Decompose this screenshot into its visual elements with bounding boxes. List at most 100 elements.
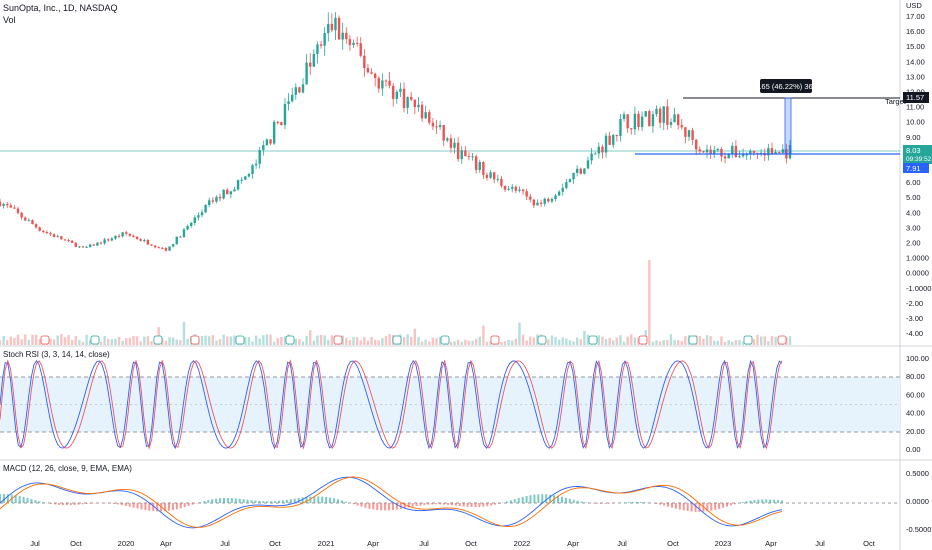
earnings-marker[interactable] bbox=[743, 335, 753, 345]
volume-bar bbox=[330, 335, 334, 345]
volume-bar bbox=[327, 339, 330, 345]
earnings-marker[interactable] bbox=[638, 335, 648, 345]
macd-histogram-bar bbox=[333, 498, 336, 503]
volume-bar bbox=[482, 325, 485, 345]
macd-histogram-bar bbox=[682, 503, 685, 511]
price-tick-label: 2.00 bbox=[906, 239, 921, 248]
volume-bar bbox=[536, 334, 539, 345]
candle-body bbox=[417, 104, 420, 108]
candle-body bbox=[316, 44, 319, 54]
macd-histogram-bar bbox=[61, 503, 64, 506]
volume-bar bbox=[81, 341, 85, 345]
candle-body bbox=[269, 139, 272, 144]
stop-price-tag: 7.91 bbox=[903, 163, 929, 173]
volume-bar bbox=[67, 334, 70, 345]
macd-histogram-bar bbox=[505, 501, 508, 503]
candle-body bbox=[507, 188, 510, 190]
price-tick-label: 13.00 bbox=[906, 72, 925, 81]
macd-histogram-bar bbox=[270, 501, 273, 503]
symbol-title[interactable]: SunOpta, Inc., 1D, NASDAQ bbox=[3, 3, 118, 13]
earnings-marker[interactable] bbox=[490, 335, 500, 345]
macd-histogram-bar bbox=[446, 503, 449, 505]
volume-bar bbox=[251, 341, 254, 345]
volume-bar bbox=[9, 336, 13, 345]
time-axis-labels: Jul Oct 2020 Apr Jul Oct 2021 Apr Jul Oct 2022 Apr J… bbox=[30, 539, 876, 548]
earnings-marker[interactable] bbox=[392, 335, 402, 345]
volume-bar bbox=[583, 330, 586, 345]
macd-histogram-bar bbox=[313, 496, 316, 503]
earnings-marker[interactable] bbox=[777, 335, 787, 345]
candle-body bbox=[770, 148, 774, 154]
earnings-marker[interactable] bbox=[90, 335, 100, 345]
svg-text:11.57: 11.57 bbox=[906, 93, 924, 102]
volume-bar bbox=[720, 336, 723, 345]
macd-histogram-bar bbox=[678, 503, 681, 510]
candle-body bbox=[370, 72, 373, 74]
time-tick-label: Jul bbox=[220, 539, 230, 548]
earnings-marker[interactable] bbox=[333, 335, 343, 345]
macd-histogram-bar bbox=[395, 503, 398, 510]
macd-histogram-bar bbox=[42, 502, 45, 503]
macd-histogram-bar bbox=[537, 494, 540, 503]
earnings-marker[interactable] bbox=[235, 335, 245, 345]
macd-label[interactable]: MACD (12, 26, close, 9, EMA, EMA) bbox=[3, 464, 132, 473]
earnings-marker[interactable] bbox=[40, 335, 50, 345]
target-price-tag: 11.57 bbox=[903, 92, 929, 103]
macd-histogram-bar bbox=[219, 498, 222, 503]
volume-bar bbox=[615, 337, 619, 345]
volume-bar bbox=[626, 336, 629, 345]
volume-bar bbox=[262, 335, 265, 345]
earnings-marker[interactable] bbox=[588, 335, 598, 345]
candle-body bbox=[514, 186, 518, 191]
candle-body bbox=[189, 222, 193, 226]
volume-bar bbox=[103, 335, 106, 345]
candle-body bbox=[135, 236, 139, 240]
earnings-marker[interactable] bbox=[190, 335, 200, 345]
candle-body bbox=[410, 96, 413, 100]
candle-body bbox=[716, 148, 720, 151]
candle-body bbox=[630, 128, 633, 130]
macd-histogram-bar bbox=[285, 499, 288, 503]
candle-body bbox=[287, 101, 290, 105]
candle-body bbox=[449, 138, 453, 148]
earnings-marker[interactable] bbox=[688, 335, 698, 345]
candle-body bbox=[92, 244, 95, 246]
macd-histogram-bar bbox=[541, 494, 544, 503]
candle-body bbox=[518, 189, 521, 191]
macd-histogram-bar bbox=[608, 503, 611, 504]
long-position-tool[interactable] bbox=[635, 97, 900, 155]
volume-bar bbox=[449, 341, 453, 345]
macd-histogram-bar bbox=[741, 502, 744, 503]
macd-histogram-bar bbox=[179, 503, 182, 509]
candle-body bbox=[312, 53, 316, 67]
price-tick-label: -3.00 bbox=[906, 314, 923, 323]
earnings-marker[interactable] bbox=[537, 335, 547, 345]
stoch-tick-label: 20.00 bbox=[906, 427, 925, 436]
macd-histogram-bar bbox=[694, 503, 697, 512]
volume-bar bbox=[420, 341, 424, 345]
macd-histogram-bar bbox=[655, 503, 658, 504]
earnings-marker[interactable] bbox=[285, 335, 295, 345]
volume-bar bbox=[121, 340, 124, 345]
candle-body bbox=[777, 152, 781, 154]
volume-bar bbox=[557, 339, 561, 345]
macd-histogram-bar bbox=[18, 495, 21, 503]
stoch-label[interactable]: Stoch RSI (3, 3, 14, 14, close) bbox=[3, 350, 110, 359]
macd-tick-label: 0.5000 bbox=[906, 469, 929, 478]
time-tick-label: Apr bbox=[160, 539, 172, 548]
measure-range[interactable] bbox=[784, 97, 792, 155]
candle-body bbox=[240, 179, 243, 181]
candle-body bbox=[745, 154, 748, 156]
volume-bar bbox=[554, 336, 557, 345]
volume-label[interactable]: Vol bbox=[3, 15, 16, 25]
volume-bar bbox=[226, 336, 229, 345]
candle-body bbox=[471, 156, 474, 158]
earnings-marker[interactable] bbox=[153, 335, 163, 345]
candle-body bbox=[153, 245, 157, 248]
candle-body bbox=[713, 150, 716, 155]
currency-label: USD bbox=[906, 1, 922, 10]
candle-body bbox=[143, 240, 146, 242]
earnings-marker[interactable] bbox=[440, 335, 450, 345]
macd-histogram-bar bbox=[207, 500, 210, 503]
